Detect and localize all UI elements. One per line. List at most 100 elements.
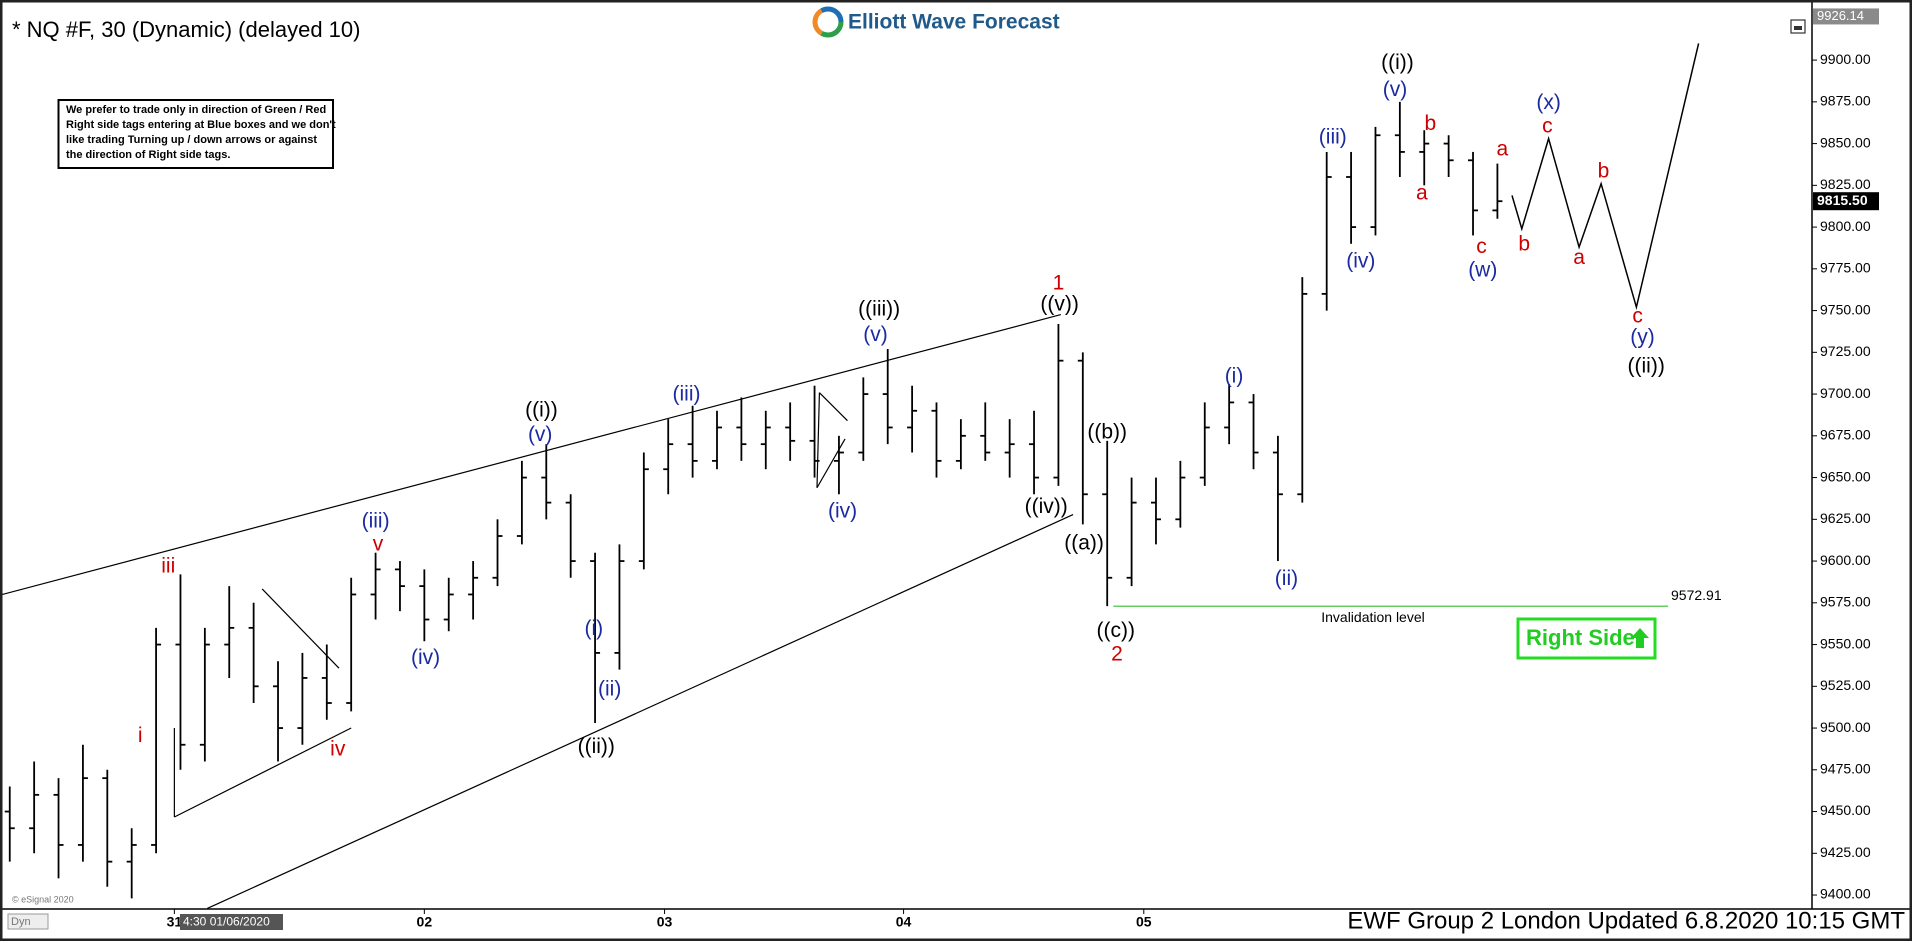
wave-label: 1 bbox=[1053, 272, 1065, 295]
wave-label: b bbox=[1518, 233, 1530, 256]
wave-label: ((iv)) bbox=[1025, 495, 1068, 518]
y-tick-label: 9625.00 bbox=[1820, 510, 1871, 526]
wave-label: (iii) bbox=[362, 509, 390, 532]
invalidation-value: 9572.91 bbox=[1671, 587, 1722, 603]
mode-label: Dyn bbox=[11, 916, 31, 928]
trend-line bbox=[207, 514, 1074, 909]
x-tick-label: 03 bbox=[657, 914, 673, 930]
y-tick-label: 9550.00 bbox=[1820, 635, 1871, 651]
wave-label: (ii) bbox=[598, 678, 621, 701]
x-tick-label: 05 bbox=[1136, 914, 1152, 930]
y-tick-label: 9600.00 bbox=[1820, 552, 1871, 568]
x-tick-label: 31 bbox=[167, 914, 183, 930]
wave-label: (iv) bbox=[1346, 250, 1375, 273]
wave-label: ((a)) bbox=[1064, 531, 1104, 554]
y-tick-label: 9900.00 bbox=[1820, 51, 1871, 67]
note-line: We prefer to trade only in direction of … bbox=[66, 104, 326, 116]
footer: EWF Group 2 London Updated 6.8.2020 10:1… bbox=[1347, 907, 1905, 934]
y-tick-label: 9450.00 bbox=[1820, 802, 1871, 818]
wave-label: (iv) bbox=[411, 646, 440, 669]
wave-label: i bbox=[138, 724, 143, 747]
note-line: like trading Turning up / down arrows or… bbox=[66, 134, 317, 146]
wave-label: ((v)) bbox=[1040, 292, 1078, 315]
wave-label: (v) bbox=[863, 323, 888, 346]
wave-label: c bbox=[1476, 235, 1487, 258]
wave-label: (iv) bbox=[828, 500, 857, 523]
mode-label-bg bbox=[7, 913, 49, 930]
last-price-label: 9815.50 bbox=[1817, 192, 1868, 208]
wave-label: ((i)) bbox=[525, 398, 558, 421]
wave-label: a bbox=[1416, 181, 1428, 204]
note-line: the direction of Right side tags. bbox=[66, 149, 230, 161]
y-tick-label: 9425.00 bbox=[1820, 844, 1871, 860]
y-tick-label: 9725.00 bbox=[1820, 343, 1871, 359]
trend-line bbox=[174, 727, 352, 818]
wave-label: a bbox=[1573, 246, 1585, 269]
right-side-label: Right Side bbox=[1526, 625, 1635, 650]
y-tick-label: 9675.00 bbox=[1820, 427, 1871, 443]
y-tick-label: 9475.00 bbox=[1820, 761, 1871, 777]
wave-label: c bbox=[1542, 114, 1553, 137]
wave-label: (w) bbox=[1468, 258, 1497, 281]
panel-icon-inner bbox=[1794, 26, 1802, 30]
note-line: Right side tags entering at Blue boxes a… bbox=[66, 119, 336, 131]
wave-label: (x) bbox=[1536, 91, 1561, 114]
wave-label: (i) bbox=[1225, 364, 1244, 387]
logo-ring-orange bbox=[812, 6, 844, 38]
wave-label: iii bbox=[161, 555, 175, 578]
wave-label: b bbox=[1598, 159, 1610, 182]
wave-label: c bbox=[1632, 305, 1643, 328]
y-tick-label: 9650.00 bbox=[1820, 468, 1871, 484]
wave-label: iv bbox=[330, 737, 346, 760]
y-tick-label: 9575.00 bbox=[1820, 594, 1871, 610]
high-marker-label: 9926.14 bbox=[1817, 8, 1864, 23]
cursor-label: 4:30 01/06/2020 bbox=[183, 915, 270, 929]
y-tick-label: 9850.00 bbox=[1820, 134, 1871, 150]
copyright: © eSignal 2020 bbox=[12, 894, 74, 904]
note-box bbox=[57, 99, 334, 169]
high-marker-box bbox=[1813, 8, 1879, 25]
wave-label: (iii) bbox=[673, 383, 701, 406]
wave-label: ((b)) bbox=[1087, 420, 1127, 443]
wave-label: 2 bbox=[1111, 642, 1123, 665]
trend-line bbox=[819, 392, 848, 422]
x-tick-label: 04 bbox=[896, 914, 912, 930]
last-price-box bbox=[1813, 192, 1879, 211]
projection-path bbox=[1511, 43, 1700, 311]
y-tick-label: 9825.00 bbox=[1820, 176, 1871, 192]
wave-label: ((c)) bbox=[1096, 619, 1134, 642]
wave-label: ((i)) bbox=[1381, 51, 1414, 74]
y-tick-label: 9400.00 bbox=[1820, 886, 1871, 902]
wave-label: b bbox=[1424, 112, 1436, 135]
wave-label: a bbox=[1496, 138, 1508, 161]
right-side-box bbox=[1516, 617, 1657, 660]
trend-line bbox=[816, 438, 846, 489]
trend-line bbox=[816, 392, 821, 488]
wave-label: (y) bbox=[1630, 325, 1655, 348]
wave-label: ((iii)) bbox=[858, 297, 900, 320]
logo-text: Elliott Wave Forecast bbox=[848, 11, 1060, 34]
y-tick-label: 9800.00 bbox=[1820, 218, 1871, 234]
logo-ring-blue bbox=[812, 6, 844, 38]
y-tick-label: 9775.00 bbox=[1820, 260, 1871, 276]
wave-label: (iii) bbox=[1319, 125, 1347, 148]
y-tick-label: 9875.00 bbox=[1820, 93, 1871, 109]
wave-label: ((ii)) bbox=[1628, 355, 1665, 378]
logo: Elliott Wave Forecast bbox=[805, 2, 1085, 40]
y-tick-label: 9525.00 bbox=[1820, 677, 1871, 693]
cursor-label-bg bbox=[180, 914, 283, 930]
invalidation-label: Invalidation level bbox=[1321, 609, 1425, 625]
y-tick-label: 9500.00 bbox=[1820, 719, 1871, 735]
wave-label: v bbox=[373, 533, 384, 556]
y-tick-label: 9750.00 bbox=[1820, 301, 1871, 317]
wave-label: (i) bbox=[585, 617, 604, 640]
x-tick-label: 02 bbox=[417, 914, 433, 930]
chart-title: * NQ #F, 30 (Dynamic) (delayed 10) bbox=[12, 17, 360, 42]
trend-line bbox=[0, 314, 1062, 596]
y-tick-label: 9700.00 bbox=[1820, 385, 1871, 401]
right-side-arrow bbox=[1631, 628, 1649, 648]
wave-label: ((ii)) bbox=[578, 735, 615, 758]
